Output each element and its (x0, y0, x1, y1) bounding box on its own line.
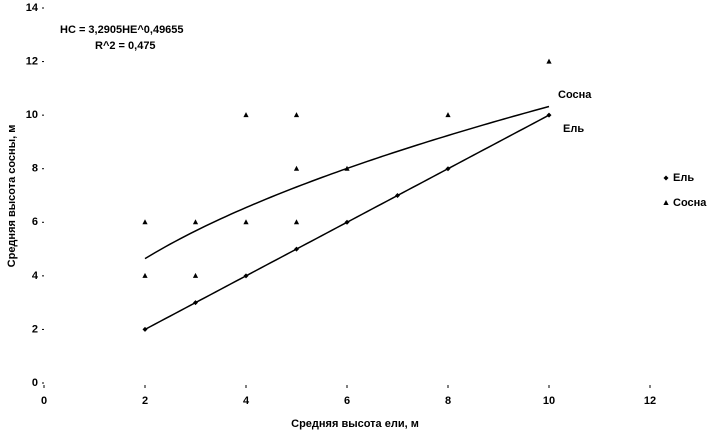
point (243, 112, 249, 118)
point (293, 219, 300, 225)
line-label: Сосна (558, 89, 592, 101)
legend-label: Ель (673, 172, 694, 184)
point (344, 165, 350, 171)
y-tick-label: 10 (26, 109, 38, 121)
point (445, 166, 451, 172)
point (293, 165, 300, 171)
point (445, 112, 451, 118)
r-squared: R^2 = 0,475 (95, 40, 156, 52)
y-tick-label: 14 (26, 2, 39, 14)
point (192, 272, 199, 278)
point (192, 219, 199, 225)
point (293, 112, 300, 118)
y-tick-label: 0 (32, 377, 38, 389)
point (142, 326, 148, 332)
x-tick-label: 2 (142, 395, 148, 407)
y-tick-label: 6 (32, 216, 38, 228)
x-axis-title: Средняя высота ели, м (291, 418, 419, 430)
point (243, 273, 249, 279)
point (142, 219, 148, 225)
y-axis-title: Средняя высота сосны, м (6, 125, 18, 268)
point (193, 300, 198, 306)
point (142, 272, 148, 278)
x-tick-label: 0 (41, 395, 47, 407)
legend-label: Сосна (673, 197, 707, 209)
x-tick-label: 4 (243, 395, 250, 407)
point (546, 112, 552, 118)
line-label: Ель (563, 123, 584, 135)
y-tick-label: 4 (32, 270, 39, 282)
x-tick-label: 6 (344, 395, 350, 407)
y-tick-label: 2 (32, 323, 38, 335)
x-tick-label: 8 (445, 395, 451, 407)
y-tick-label: 12 (26, 55, 38, 67)
legend-marker (663, 175, 669, 181)
legend-marker (663, 200, 669, 205)
point (546, 58, 552, 64)
point (243, 219, 249, 225)
x-tick-label: 12 (644, 395, 656, 407)
x-tick-label: 10 (543, 395, 555, 407)
point (395, 193, 400, 198)
point (344, 219, 350, 225)
point (294, 246, 299, 252)
equation: HC = 3,2905HE^0,49655 (60, 24, 184, 36)
y-tick-label: 8 (32, 163, 38, 175)
trend-line (144, 105, 550, 260)
